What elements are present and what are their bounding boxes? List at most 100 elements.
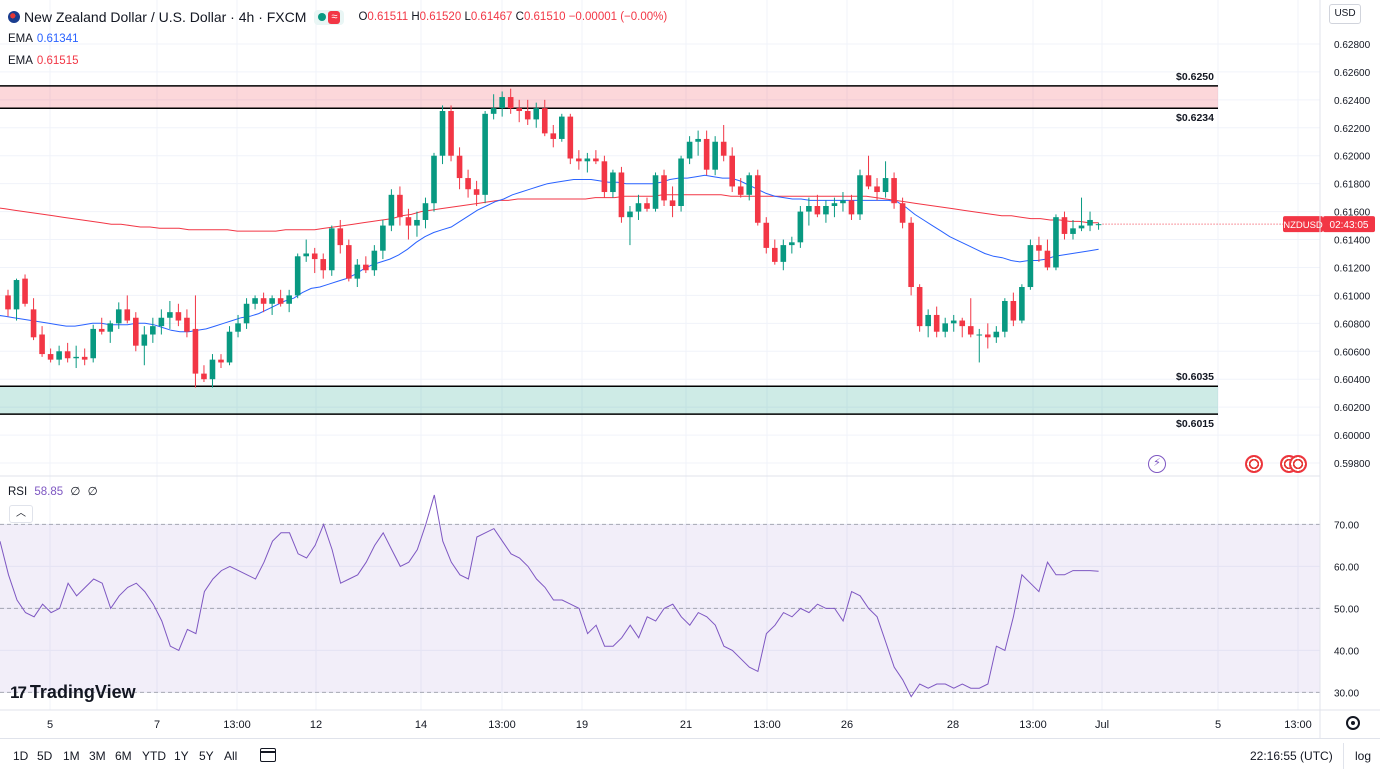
price-tick-label: 0.61600 (1334, 208, 1371, 219)
candle-body (533, 108, 540, 120)
candle (1078, 197, 1085, 232)
rsi-tick-label: 70.00 (1334, 520, 1359, 531)
candle-body (1002, 300, 1008, 332)
currency-button[interactable]: USD (1329, 4, 1361, 24)
rsi-legend[interactable]: RSI 58.85 ∅ ∅ (8, 484, 98, 498)
range-1m-button[interactable]: 1M (63, 749, 80, 763)
range-all-button[interactable]: All (224, 749, 238, 763)
candle (865, 155, 872, 190)
candle-body (559, 116, 565, 139)
candle-body (618, 172, 625, 218)
candle (73, 345, 79, 369)
candle (422, 197, 429, 229)
candle-body (712, 141, 718, 170)
settings-gear-icon[interactable] (1346, 716, 1360, 730)
candle (942, 317, 948, 338)
log-scale-button[interactable]: log (1355, 749, 1372, 763)
candle (286, 289, 292, 313)
candle-body (703, 138, 710, 170)
candle-body (635, 203, 642, 212)
candle (490, 94, 497, 120)
candle (516, 99, 522, 123)
ema-fast-line (0, 174, 1099, 333)
candle-body (260, 298, 267, 304)
candle-body (891, 178, 897, 204)
change-value: −0.00001 (−0.00%) (568, 11, 668, 23)
calendar-icon[interactable] (260, 748, 276, 762)
ema-fast-legend[interactable]: EMA 0.61341 (8, 28, 667, 50)
support-bottom-label: $0.6015 (1176, 418, 1214, 430)
candle (124, 295, 131, 324)
candle (294, 253, 301, 299)
candle (499, 91, 505, 117)
candle-body (882, 178, 889, 193)
range-6m-button[interactable]: 6M (115, 749, 132, 763)
rsi-band (0, 523, 1320, 693)
candle-body (422, 203, 429, 220)
market-status-pill[interactable]: ≈ (314, 9, 345, 25)
candle-body (465, 178, 471, 190)
collapse-pane-button[interactable]: ︿ (9, 505, 33, 523)
tradingview-logo[interactable]: 17 TradingView (10, 682, 136, 703)
candle-body (456, 155, 463, 179)
ohlc-values: O0.61511 H0.61520 L0.61467 C0.61510 −0.0… (358, 7, 667, 27)
utc-clock[interactable]: 22:16:55 (UTC) (1250, 749, 1333, 763)
range-3m-button[interactable]: 3M (89, 749, 106, 763)
range-5d-button[interactable]: 5D (37, 749, 53, 763)
candle-body (184, 317, 190, 332)
candle (473, 180, 480, 206)
ema-slow-legend[interactable]: EMA 0.61515 (8, 50, 667, 72)
candle-body (516, 108, 522, 112)
candle-body (320, 259, 327, 271)
resistance-zone (0, 85, 1218, 109)
range-5y-button[interactable]: 5Y (199, 749, 214, 763)
symbol-title[interactable]: New Zealand Dollar / U.S. Dollar · 4h · … (24, 9, 307, 25)
candle-body (209, 359, 216, 380)
candle-body (644, 203, 650, 209)
candle (789, 236, 795, 254)
us-flag-event-icon[interactable] (1289, 455, 1307, 473)
candle-body (746, 175, 753, 195)
candle-body (73, 356, 79, 359)
candle (47, 348, 54, 363)
rsi-extra-2: ∅ (87, 486, 98, 498)
candle (874, 178, 880, 201)
range-ytd-button[interactable]: YTD (142, 749, 166, 763)
candle (933, 306, 940, 338)
price-tick-label: 0.59800 (1334, 459, 1371, 470)
candle (115, 302, 122, 329)
market-open-icon (318, 13, 327, 21)
candle-body (81, 356, 88, 360)
candle-body (686, 141, 693, 159)
time-tick-label: 13:00 (223, 719, 251, 731)
price-tick-label: 0.62800 (1334, 40, 1371, 51)
price-tick-label: 0.61000 (1334, 291, 1371, 302)
candle-body (107, 323, 114, 332)
range-1d-button[interactable]: 1D (13, 749, 29, 763)
range-1y-button[interactable]: 1Y (174, 749, 189, 763)
candle (235, 314, 241, 338)
ticker-symbol-label: NZDUSD (1283, 220, 1323, 231)
wave-icon: ≈ (328, 10, 341, 24)
low-value: 0.61467 (470, 11, 513, 23)
candle (13, 278, 20, 321)
time-axis[interactable]: 5 7 13:00 12 14 13:00 19 21 13:00 26 28 13:00 Jul 5 13… (47, 719, 1312, 731)
us-flag-event-icon[interactable] (1245, 455, 1263, 473)
candle-body (1061, 217, 1068, 234)
candle-body (584, 158, 591, 162)
lightning-event-icon[interactable]: ⚡ (1148, 455, 1166, 473)
candle-body (985, 334, 991, 338)
candle (252, 295, 258, 310)
candle-body (831, 203, 838, 206)
chevron-up-icon: ︿ (16, 508, 26, 519)
open-value: 0.61511 (367, 11, 409, 23)
rsi-axis[interactable]: 70.00 60.00 50.00 40.00 30.00 (1334, 520, 1359, 699)
price-axis[interactable]: 0.62800 0.62600 0.62400 0.62200 0.62000 0.618… (1334, 40, 1371, 470)
rsi-tick-label: 60.00 (1334, 562, 1359, 573)
candle-body (286, 295, 292, 304)
close-value: 0.61510 (523, 11, 566, 23)
countdown-label: 02:43:05 (1330, 220, 1369, 231)
candle-body (354, 264, 361, 279)
candle (175, 303, 182, 327)
